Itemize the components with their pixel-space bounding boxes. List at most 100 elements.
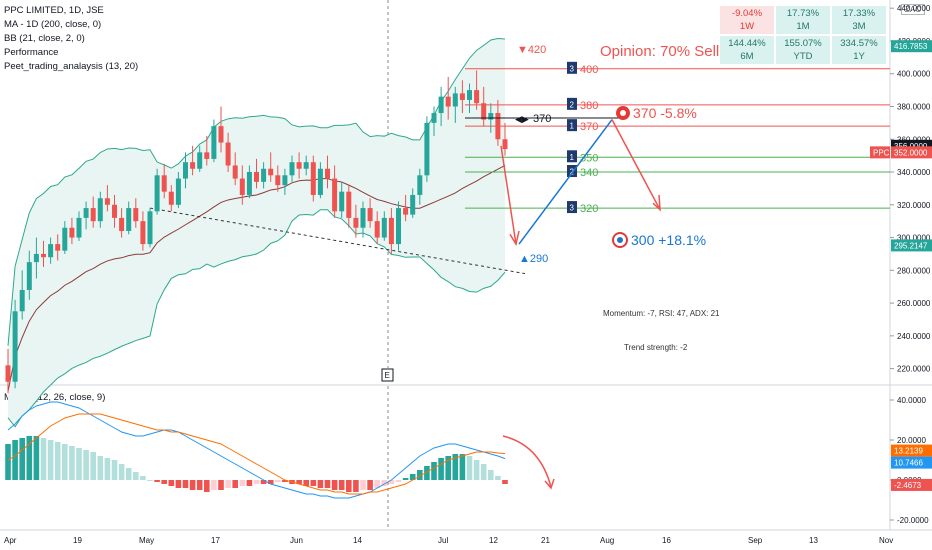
macd-histogram-bar <box>310 480 317 486</box>
macd-histogram-bar <box>459 454 466 480</box>
level-label-370: 370 <box>580 121 598 133</box>
performance-table: -9.04% 1W 17.73% 1M 17.33% 3M 144.44% 6M 155.07%… <box>720 6 886 64</box>
perf-cell-1y: 334.57% 1Y <box>832 36 886 64</box>
candle-body <box>168 191 174 205</box>
candle-body <box>19 289 25 312</box>
x-tick-label: 13 <box>809 536 818 545</box>
candle-body <box>403 208 409 215</box>
candle-body <box>41 253 46 258</box>
legend-peet: Peet_trading_analaysis (13, 20) <box>4 61 139 72</box>
macd-badge-signal <box>891 444 932 457</box>
macd-badge-macd <box>891 456 932 469</box>
candle-body <box>374 221 380 238</box>
macd-histogram-bar <box>54 442 61 480</box>
candle-body <box>474 90 480 104</box>
macd-histogram-bar <box>140 476 146 480</box>
macd-histogram-bar <box>260 480 267 484</box>
x-tick-label: 12 <box>489 536 498 545</box>
level-tag-number: 3 <box>570 204 575 213</box>
macd-histogram-bar <box>445 456 451 480</box>
y-tick-label: 220.0000 <box>897 365 931 374</box>
candle-body <box>12 311 18 382</box>
macd-histogram-bar <box>204 480 210 492</box>
candle-body <box>381 217 387 238</box>
candle-body <box>104 198 110 205</box>
x-tick-label: Nov <box>879 536 893 545</box>
macd-histogram-bar <box>246 480 253 486</box>
candle-body <box>246 172 252 195</box>
macd-histogram-bar <box>424 466 430 480</box>
y-tick-label: 300.0000 <box>897 234 931 243</box>
candle-body <box>268 168 274 176</box>
macd-histogram-bar <box>324 480 331 488</box>
candle-body <box>147 211 153 245</box>
down-arrow-1 <box>500 145 517 245</box>
x-tick-label: Aug <box>600 536 614 545</box>
y-tick-label: 380.0000 <box>897 102 931 111</box>
macd-histogram-bar <box>466 456 473 480</box>
x-tick-label: May <box>139 536 154 545</box>
macd-histogram-bar <box>502 480 508 484</box>
candle-body <box>488 113 494 120</box>
macd-histogram-bar <box>125 468 132 480</box>
earnings-marker-label: E <box>385 371 390 380</box>
perf-value: 334.57% <box>840 38 878 49</box>
candle-body <box>275 175 281 186</box>
macd-histogram-bar <box>353 480 359 492</box>
y-tick-label: 320.0000 <box>897 201 931 210</box>
candle-body <box>481 103 487 120</box>
price-badge-value: 416.7853 <box>894 42 928 51</box>
candle-body <box>261 168 267 182</box>
macd-histogram-bar <box>19 438 25 480</box>
earnings-marker <box>381 368 394 382</box>
macd-histogram-bar <box>175 480 182 488</box>
candle-body <box>289 162 295 176</box>
macd-histogram-bar <box>69 446 75 480</box>
chart-legend: PPC LIMITED, 1D, JSE MA - 1D (200, close… <box>4 4 138 74</box>
macd-histogram-bar <box>480 464 487 480</box>
x-tick-label: 16 <box>662 536 671 545</box>
candle-body <box>161 175 167 192</box>
perf-period: YTD <box>793 51 813 62</box>
candle-body <box>190 162 196 169</box>
macd-badge-value: 13.2139 <box>894 447 923 456</box>
macd-histogram-bar <box>118 464 125 480</box>
candle-body <box>452 93 458 107</box>
perf-period: 1M <box>796 21 810 32</box>
perf-value: 17.33% <box>842 8 876 19</box>
currency-label: ZAC <box>901 4 925 15</box>
y-tick-label: 240.0000 <box>897 332 931 341</box>
perf-cell-3m: 17.33% 3M <box>832 6 886 34</box>
candle-body <box>232 165 238 179</box>
x-tick-label: 17 <box>211 536 220 545</box>
perf-period: 1Y <box>853 51 865 62</box>
macd-histogram-bar <box>374 480 380 488</box>
perf-value: -9.04% <box>731 8 763 19</box>
target-buy-icon-inner <box>617 237 623 243</box>
y-tick-label: 260.0000 <box>897 299 931 308</box>
macd-histogram-bar <box>402 478 409 480</box>
candle-body <box>83 208 89 218</box>
macd-histogram-bar <box>12 440 18 480</box>
macd-histogram-bar <box>267 480 274 484</box>
macd-histogram-bar <box>488 470 494 480</box>
price-badge-value: 352.0000 <box>894 148 928 157</box>
candle-body <box>76 217 82 238</box>
macd-histogram-bar <box>133 472 139 480</box>
macd-histogram-bar <box>62 444 68 480</box>
candle-body <box>282 175 288 186</box>
macd-y-tick-label: -20.0000 <box>897 516 929 525</box>
candle-body <box>5 365 11 382</box>
candle-body <box>133 208 139 222</box>
level-label-340: 340 <box>580 167 598 179</box>
trend-note: Trend strength: -2 <box>624 343 688 352</box>
candle-body <box>62 227 68 251</box>
candle-body <box>26 262 32 290</box>
high-marker: ▼420 <box>517 44 546 56</box>
level-tag-number: 2 <box>570 100 575 109</box>
level-tag-number: 3 <box>570 64 575 73</box>
candle-body <box>183 162 188 179</box>
macd-legend: MACD (12, 26, close, 9) <box>4 392 106 403</box>
macd-badge-value: 10.7466 <box>894 459 923 468</box>
